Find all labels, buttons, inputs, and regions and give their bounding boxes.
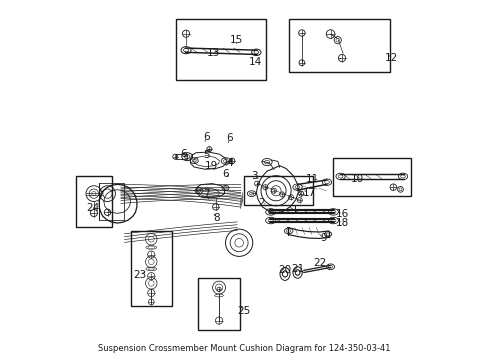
- Text: 16: 16: [335, 210, 348, 220]
- Bar: [289, 19, 389, 72]
- Text: 4: 4: [225, 158, 232, 168]
- Text: 19: 19: [204, 161, 218, 171]
- Bar: [332, 158, 410, 196]
- Bar: [244, 176, 312, 205]
- Text: 10: 10: [350, 174, 364, 184]
- Bar: [175, 19, 265, 80]
- Text: 23: 23: [133, 270, 146, 280]
- Text: 6: 6: [222, 168, 228, 179]
- Text: 8: 8: [212, 213, 219, 223]
- Text: 13: 13: [206, 48, 219, 58]
- Text: 15: 15: [229, 35, 243, 45]
- Text: 14: 14: [248, 57, 262, 67]
- Text: 20: 20: [278, 265, 291, 275]
- Text: 18: 18: [335, 218, 348, 228]
- Text: 25: 25: [237, 306, 250, 316]
- Text: 11: 11: [305, 174, 319, 184]
- Bar: [131, 231, 172, 306]
- Text: 1: 1: [291, 206, 297, 216]
- Text: 2: 2: [258, 198, 264, 208]
- Text: 5: 5: [203, 150, 209, 160]
- Text: Suspension Crossmember Mount Cushion Diagram for 124-350-03-41: Suspension Crossmember Mount Cushion Dia…: [98, 344, 390, 353]
- Text: 17: 17: [302, 188, 315, 198]
- Text: 6: 6: [203, 132, 209, 142]
- Text: 24: 24: [86, 203, 99, 213]
- Text: 7: 7: [203, 189, 209, 199]
- Bar: [76, 176, 112, 227]
- Text: 6: 6: [225, 133, 232, 143]
- Text: 12: 12: [384, 53, 397, 63]
- Bar: [198, 278, 240, 330]
- Text: 21: 21: [291, 264, 305, 274]
- Text: 9: 9: [320, 233, 326, 243]
- Text: 3: 3: [250, 171, 257, 181]
- Text: 22: 22: [312, 258, 326, 268]
- Text: 6: 6: [180, 149, 186, 159]
